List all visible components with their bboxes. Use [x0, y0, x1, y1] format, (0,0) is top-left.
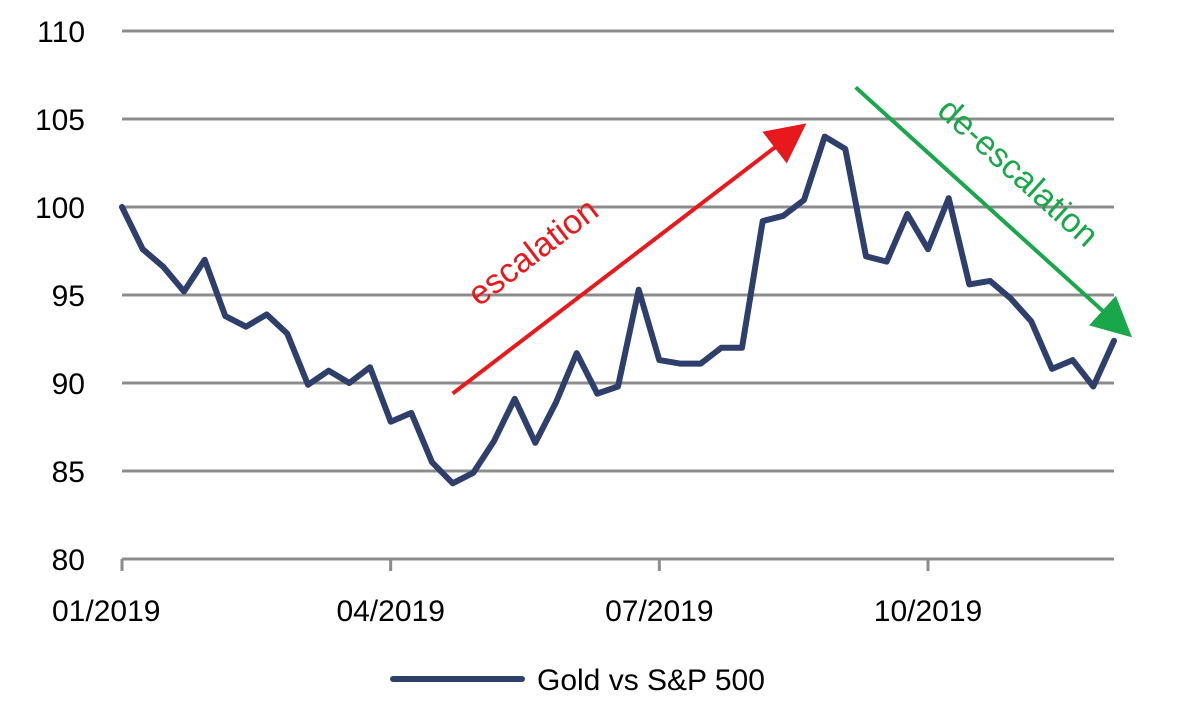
x-tick-label: 04/2019	[336, 595, 444, 628]
y-tick-label: 90	[52, 368, 85, 401]
y-axis: 80 85 90 95 100 105 110	[35, 16, 85, 577]
legend: Gold vs S&P 500	[390, 664, 765, 697]
gridlines	[122, 29, 1114, 473]
y-tick-label: 110	[37, 16, 85, 49]
y-tick-label: 85	[52, 456, 85, 489]
annotations: escalation de-escalation	[451, 85, 1133, 396]
series-line	[119, 133, 1117, 487]
x-axis	[120, 557, 1114, 571]
y-tick-label: 95	[52, 280, 85, 313]
escalation-arrow	[451, 123, 807, 396]
series-layer	[119, 133, 1117, 487]
x-tick-label: 01/2019	[52, 595, 160, 628]
y-tick-label: 80	[52, 544, 85, 577]
x-tick-label: 07/2019	[605, 595, 713, 628]
y-tick-label: 100	[35, 192, 85, 225]
legend-label: Gold vs S&P 500	[537, 664, 765, 697]
y-tick-label: 105	[35, 104, 85, 137]
x-tick-label: 10/2019	[874, 595, 982, 628]
de-escalation-arrow	[854, 85, 1133, 338]
x-axis-labels: 01/2019 04/2019 07/2019 10/2019	[52, 595, 982, 628]
